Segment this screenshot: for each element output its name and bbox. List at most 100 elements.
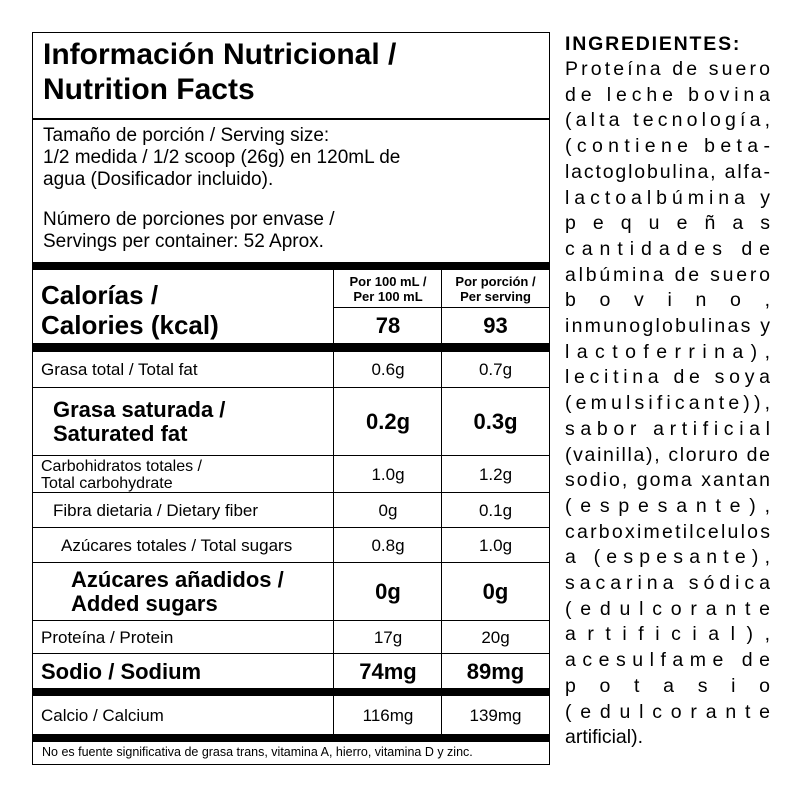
nutrient-label: Grasa total / Total fat [41,360,198,379]
ingredients-line: sabor artificial [565,417,776,440]
value-per100: 0.6g [333,352,442,387]
nutrient-row-total-fat: Grasa total / Total fat 0.6g 0.7g [33,352,549,387]
header-line: Por 100 mL / [349,273,427,289]
calories-per100-value: 78 [375,312,401,338]
value-perserving: 89mg [441,654,549,689]
value-per100: 1.0g [333,456,442,493]
ingredients-line: a (espesante), [565,546,777,569]
ingredients-line: acesulfame de [565,649,777,672]
ingredients-line: (contiene beta- [565,135,776,158]
nutrient-label: Proteína / Protein [41,628,174,647]
per100-column: Por 100 mL / Per 100 mL 78 [333,270,442,343]
thick-divider [33,343,549,352]
nutrient-row-added-sugars: Azúcares añadidos / Added sugars 0g 0g [33,562,549,621]
title-line: Nutrition Facts [43,73,255,106]
ingredients-line: carboximetilcelulos [565,520,773,543]
nutrient-row-fiber: Fibra dietaria / Dietary fiber 0g 0.1g [33,492,549,528]
nutrient-row-saturated-fat: Grasa saturada / Saturated fat 0.2g 0.3g [33,387,549,456]
nutrient-label: Azúcares añadidos / Added sugars [33,563,333,621]
value-perserving: 0.3g [441,388,549,456]
value-per100: 116mg [333,696,442,734]
ingredients-line: Proteína de suero [565,58,774,80]
value-perserving: 0.7g [441,352,549,387]
nutrient-label: Sodio / Sodium [41,658,202,684]
perserving-header: Por porción / Per serving [442,270,549,308]
ingredients-text: Proteína de suero de leche bovina (alta te… [565,57,770,751]
ingredients-line: artificial), [565,623,782,646]
ingredients-block: INGREDIENTES: Proteína de suero de leche … [565,32,770,751]
servings-per-container: Número de porciones por envase / Serving… [43,209,335,253]
value-per100: 17g [333,621,442,654]
nutrient-row-total-sugars: Azúcares totales / Total sugars 0.8g 1.0… [33,527,549,563]
per100-header: Por 100 mL / Per 100 mL [334,270,442,308]
ingredients-line: cantidades de [565,237,777,260]
ingredients-line: bovino, [565,289,794,312]
nutrient-label: Calcio / Calcium [41,705,164,725]
ingredients-line: potasio [565,674,794,697]
value-perserving: 0g [441,563,549,621]
header-line: Per serving [460,288,531,304]
facts-title: Información Nutricional / Nutrition Fact… [43,37,396,107]
serving-line: Tamaño de porción / Serving size: [43,125,330,146]
serving-line: 1/2 medida / 1/2 scoop (26g) en 120mL de [43,147,401,168]
ingredients-line: pequeñas [565,212,788,235]
calories-label: Calorías / Calories (kcal) [33,270,333,343]
value-perserving: 1.2g [441,456,549,493]
ingredients-line: inmunoglobulinas y [565,315,773,338]
nutrient-label: Fibra dietaria / Dietary fiber [53,501,259,520]
ingredients-line: de leche bovina [565,83,775,106]
label-line: Grasa saturada / [53,397,226,422]
value-per100: 0.2g [333,388,442,456]
divider [33,118,549,120]
title-line: Información Nutricional / [43,38,397,71]
ingredients-line: artificial). [565,726,644,749]
footnote: No es fuente significativa de grasa tran… [42,745,473,759]
thick-divider [33,262,549,270]
ingredients-line: lactoglobulina, alfa- [565,160,772,183]
value-per100: 0g [333,493,442,528]
header-line: Por porción / [455,273,536,289]
servings-line: Servings per container: 52 Aprox. [43,231,324,252]
nutrient-label: Azúcares totales / Total sugars [61,536,293,555]
value-per100: 74mg [333,654,442,689]
nutrition-facts-table: Información Nutricional / Nutrition Fact… [32,32,550,765]
serving-size: Tamaño de porción / Serving size: 1/2 me… [43,125,400,191]
calories-perserving-value: 93 [483,312,508,338]
ingredients-line: (vainilla), cloruro de [565,443,772,466]
perserving-column: Por porción / Per serving 93 [441,270,549,343]
nutrient-label: Carbohidratos totales / Total carbohydrat… [33,456,333,493]
ingredients-line: (edulcorante [565,597,779,620]
ingredients-title: INGREDIENTES: [565,33,742,55]
calories-label-line: Calories (kcal) [41,309,219,340]
ingredients-line: sacarina sódica [565,572,775,595]
nutrient-row-sodium: Sodio / Sodium 74mg 89mg [33,653,549,689]
ingredients-line: sodio, goma xantan [565,469,773,492]
nutrient-label: Grasa saturada / Saturated fat [33,388,333,456]
servings-line: Número de porciones por envase / [43,209,335,230]
label-line: Azúcares añadidos / [71,567,284,592]
nutrient-row-carbohydrate: Carbohidratos totales / Total carbohydrat… [33,455,549,493]
calories-row: Calorías / Calories (kcal) Por 100 mL / Pe… [33,270,549,343]
ingredients-line: lactoferrina), [565,340,778,363]
nutrient-row-calcium: Calcio / Calcium 116mg 139mg [33,696,549,734]
calories-label-line: Calorías / [41,279,159,310]
thick-divider [33,734,549,742]
ingredients-line: lecitina de soya [565,366,775,389]
label-line: Saturated fat [53,421,188,446]
header-line: Per 100 mL [353,288,423,304]
label-line: Total carbohydrate [41,474,173,492]
ingredients-line: lactoalbúmina y [565,186,775,209]
label-line: Added sugars [71,591,218,616]
value-perserving: 1.0g [441,528,549,563]
value-per100: 0.8g [333,528,442,563]
value-perserving: 20g [441,621,549,654]
ingredients-line: (espesante), [565,494,779,517]
nutrient-row-protein: Proteína / Protein 17g 20g [33,620,549,654]
thick-divider [33,688,549,696]
value-per100: 0g [333,563,442,621]
serving-line: agua (Dosificador incluido). [43,169,274,190]
ingredients-line: (alta tecnología, [565,109,775,132]
value-perserving: 139mg [441,696,549,734]
value-perserving: 0.1g [441,493,549,528]
ingredients-line: albúmina de suero [565,263,773,286]
